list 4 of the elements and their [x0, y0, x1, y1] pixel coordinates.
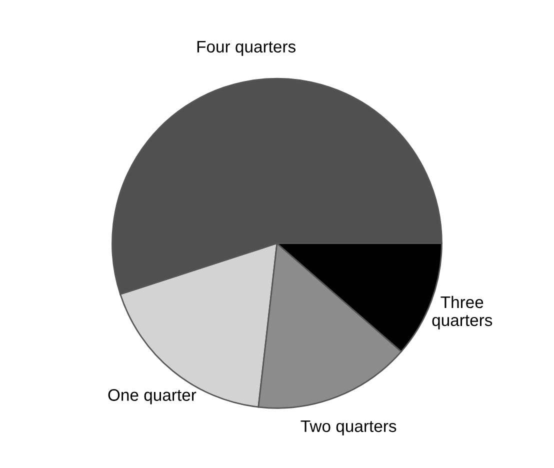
slice-label: Two quarters	[300, 420, 396, 436]
slice-label: One quarter	[108, 389, 196, 404]
slice-label: Three quarters	[432, 296, 492, 330]
slice-label: Four quarters	[197, 40, 296, 56]
